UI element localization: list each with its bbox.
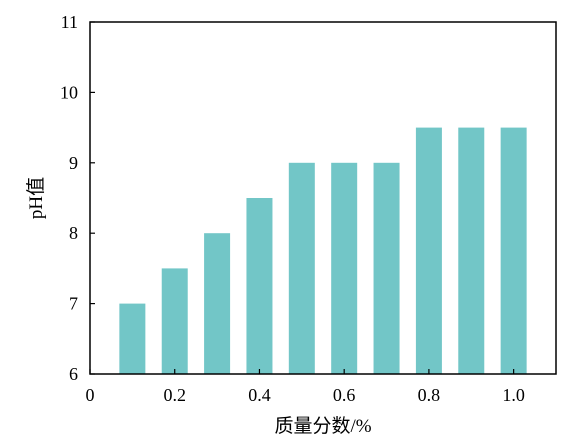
y-axis-label: pH值 [25,177,47,219]
bar-3 [204,233,231,374]
y-tick-label: 7 [69,294,78,314]
y-tick-label: 10 [60,82,78,102]
ticks-group: 0 0.2 0.4 0.6 0.8 1.0 6 7 8 9 10 11 [60,12,525,405]
y-tick-label: 11 [61,12,78,32]
x-tick-label: 1.0 [502,385,525,405]
y-tick-label: 8 [69,223,78,243]
bar-7 [373,162,400,374]
bars-group [119,127,527,374]
x-axis-label: 质量分数/% [274,415,371,437]
bar-4 [246,198,273,374]
x-tick-label: 0.2 [163,385,186,405]
bar-1 [119,303,146,374]
bar-2 [161,268,188,374]
bar-5 [288,162,315,374]
y-tick-label: 6 [69,364,78,384]
plot-frame [89,21,557,375]
bar-10 [500,127,527,374]
x-tick-label: 0.6 [333,385,356,405]
x-tick-label: 0.8 [418,385,441,405]
bar-8 [415,127,442,374]
x-tick-label: 0 [86,385,95,405]
bar-9 [458,127,485,374]
x-tick-label: 0.4 [248,385,271,405]
bar-6 [331,162,358,374]
y-tick-label: 9 [69,153,78,173]
